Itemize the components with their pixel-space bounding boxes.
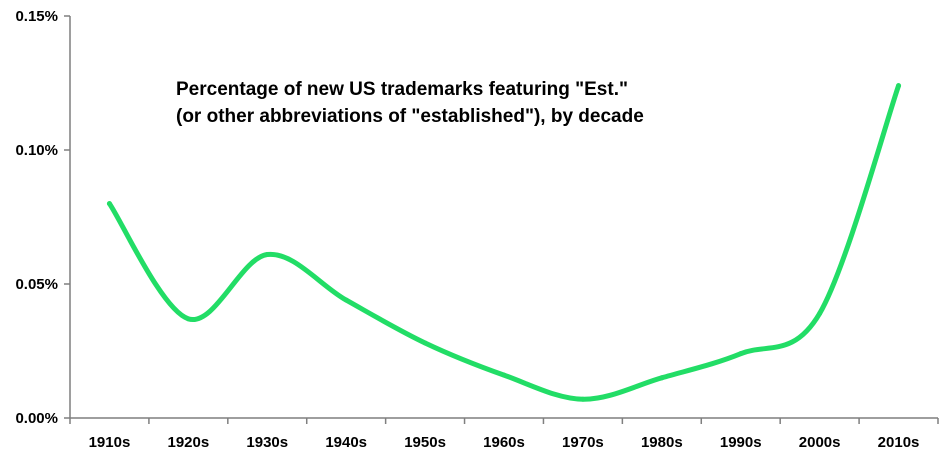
x-tick-label: 1940s — [325, 434, 367, 451]
data-point-1970s — [580, 396, 586, 402]
data-point-1960s — [501, 372, 507, 378]
data-point-1940s — [343, 297, 349, 303]
data-point-1930s — [264, 252, 270, 258]
chart-title-line: (or other abbreviations of "established"… — [176, 106, 644, 127]
x-tick-label: 2000s — [799, 434, 841, 451]
y-tick-label: 0.10% — [15, 142, 58, 159]
x-tick-label: 1970s — [562, 434, 604, 451]
x-tick-label: 1980s — [641, 434, 683, 451]
data-point-1910s — [106, 201, 112, 207]
x-tick-label: 1930s — [246, 434, 288, 451]
data-point-1950s — [422, 340, 428, 346]
x-tick-label: 1990s — [720, 434, 762, 451]
y-tick-label: 0.00% — [15, 410, 58, 427]
x-tick-label: 1960s — [483, 434, 525, 451]
x-tick-label: 1950s — [404, 434, 446, 451]
series-layer — [106, 83, 902, 402]
data-point-1980s — [659, 375, 665, 381]
x-tick-label: 1910s — [89, 434, 131, 451]
axes: 0.00% 0.05% 0.10% 0.15% 1910s 1920s 1930s 1940s… — [15, 8, 939, 451]
data-point-2010s — [896, 83, 902, 89]
data-point-2000s — [817, 310, 823, 316]
chart-title: Percentage of new US trademarks featurin… — [176, 79, 644, 127]
y-tick-label: 0.05% — [15, 276, 58, 293]
chart-title-line: Percentage of new US trademarks featurin… — [176, 79, 628, 100]
data-point-1990s — [738, 351, 744, 357]
x-tick-label: 2010s — [878, 434, 920, 451]
x-tick-label: 1920s — [168, 434, 210, 451]
series-line — [106, 83, 902, 402]
y-tick-label: 0.15% — [15, 8, 58, 25]
data-point-1920s — [185, 316, 191, 322]
